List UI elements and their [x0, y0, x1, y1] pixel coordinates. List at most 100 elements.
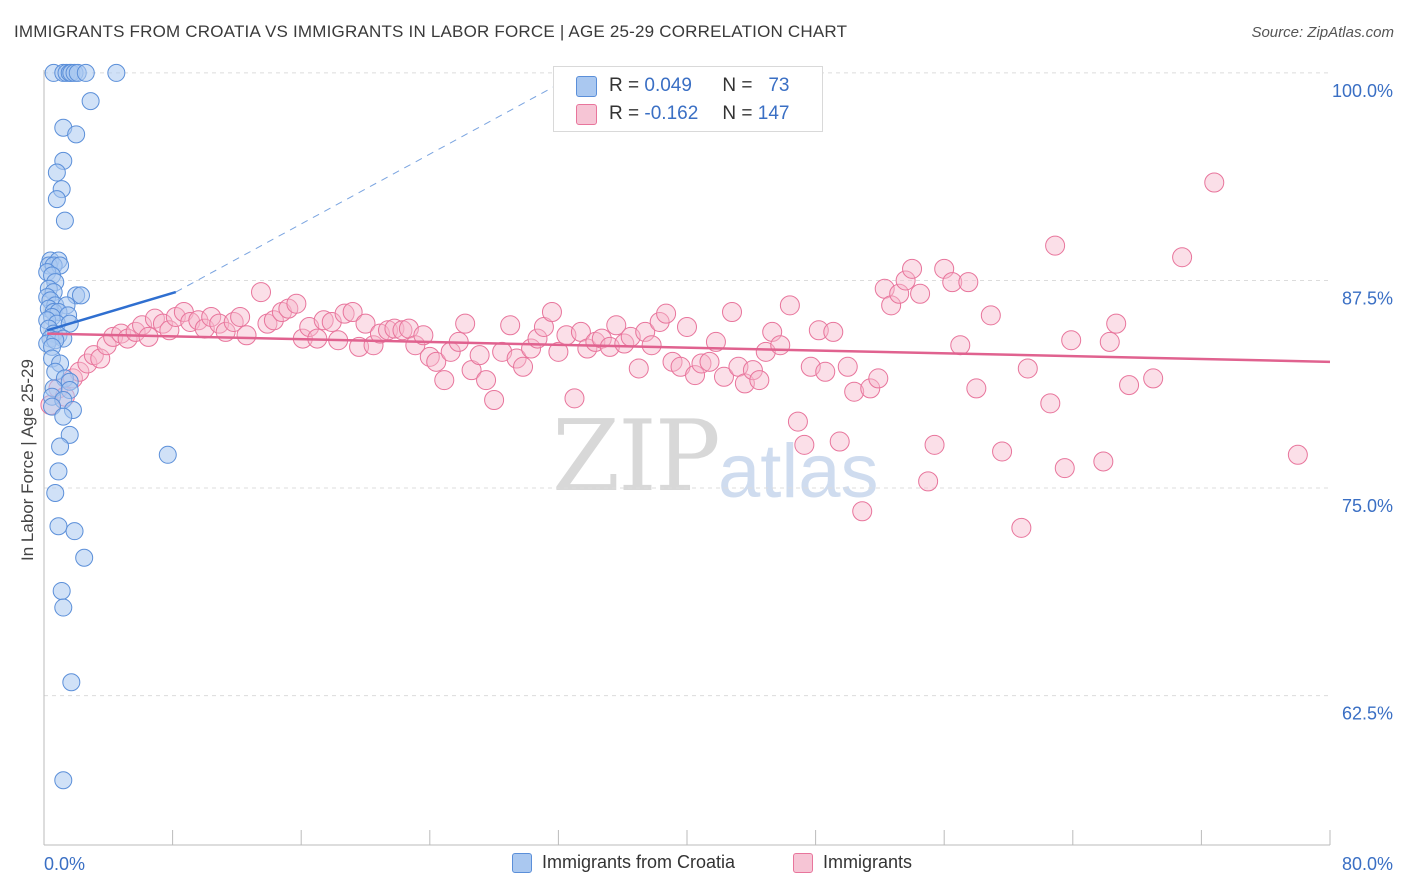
- croatia-point: [55, 211, 74, 230]
- immigrants-point: [966, 378, 987, 399]
- stats-r-value: -0.162: [644, 103, 699, 124]
- stats-row-immigrants: R = -0.162 N = 147: [576, 101, 789, 127]
- x-tick-label: 80.0%: [1342, 854, 1393, 874]
- immigrants-point: [815, 361, 836, 382]
- immigrants-point: [513, 356, 534, 377]
- immigrants-point: [958, 272, 979, 293]
- immigrants-point: [1172, 247, 1193, 268]
- immigrants-point: [889, 283, 910, 304]
- y-axis-label: In Labor Force | Age 25-29: [18, 359, 37, 561]
- immigrants-point: [924, 434, 945, 455]
- immigrants-point: [342, 302, 363, 323]
- immigrants-point: [1204, 172, 1225, 193]
- legend-item-croatia: Immigrants from Croatia: [512, 852, 735, 873]
- immigrants-point: [881, 295, 902, 316]
- immigrants-point: [980, 305, 1001, 326]
- immigrants-point: [392, 320, 413, 341]
- immigrants-point: [230, 306, 251, 327]
- stats-n-label: N =: [722, 75, 753, 96]
- immigrants-point: [541, 302, 562, 323]
- immigrants-point: [779, 295, 800, 316]
- immigrants-point: [722, 302, 743, 323]
- immigrants-point: [1143, 368, 1164, 389]
- immigrants-point: [1045, 235, 1066, 256]
- immigrants-point: [852, 501, 873, 522]
- croatia-point: [51, 437, 70, 456]
- legend-label-immigrants: Immigrants: [823, 852, 913, 872]
- immigrants-point: [1287, 444, 1308, 465]
- source-note: Source: ZipAtlas.com: [1251, 24, 1394, 41]
- immigrants-point: [606, 315, 627, 336]
- croatia-trend-line: [46, 290, 177, 332]
- immigrants-point: [236, 325, 257, 346]
- immigrants-point: [823, 321, 844, 342]
- croatia-point: [67, 125, 86, 144]
- series-legend: Immigrants from Croatia Immigrants: [0, 852, 1406, 878]
- y-tick-label: 75.0%: [1342, 496, 1393, 516]
- immigrants-point: [942, 272, 963, 293]
- immigrants-point: [1119, 375, 1140, 396]
- immigrants-point: [770, 335, 791, 356]
- legend-swatch-croatia: [512, 852, 532, 873]
- immigrants-point: [201, 306, 222, 327]
- y-tick-label: 87.5%: [1342, 288, 1393, 308]
- croatia-point: [76, 63, 95, 82]
- immigrants-point: [1106, 313, 1127, 334]
- immigrants-point: [313, 310, 334, 331]
- watermark-zip: ZIP: [552, 400, 721, 514]
- x-tick-label: 0.0%: [44, 854, 85, 874]
- immigrants-point: [628, 358, 649, 379]
- immigrants-point: [705, 331, 726, 352]
- immigrants-point: [860, 378, 881, 399]
- croatia-point: [54, 598, 73, 617]
- immigrants-point: [355, 313, 376, 334]
- immigrants-point: [103, 326, 124, 347]
- stats-legend: R = 0.049 N = 73 R = -0.162 N = 147: [553, 66, 823, 132]
- immigrants-point: [90, 348, 111, 369]
- immigrants-point: [685, 365, 706, 386]
- immigrants-point: [787, 411, 808, 432]
- stats-swatch-immigrants: [576, 103, 597, 125]
- immigrants-point: [749, 370, 770, 391]
- immigrants-point: [794, 434, 815, 455]
- immigrants-point: [829, 431, 850, 452]
- immigrants-point: [1093, 451, 1114, 472]
- immigrants-point: [413, 325, 434, 346]
- croatia-point: [107, 63, 126, 82]
- immigrants-point: [455, 313, 476, 334]
- croatia-point: [75, 548, 94, 567]
- stats-n-value: 73: [768, 75, 790, 96]
- immigrants-point: [591, 328, 612, 349]
- immigrants-point: [837, 356, 858, 377]
- croatia-point: [47, 190, 66, 209]
- immigrants-point: [500, 315, 521, 336]
- croatia-point: [49, 462, 68, 481]
- croatia-point: [47, 163, 66, 182]
- croatia-point: [43, 397, 62, 416]
- immigrants-point: [286, 293, 307, 314]
- immigrants-point: [868, 368, 889, 389]
- legend-swatch-immigrants: [793, 852, 813, 873]
- immigrants-point: [434, 370, 455, 391]
- immigrants-point: [691, 353, 712, 374]
- stats-swatch-croatia: [576, 75, 597, 97]
- immigrants-point: [209, 313, 230, 334]
- immigrants-point: [257, 313, 278, 334]
- immigrants-point: [950, 335, 971, 356]
- immigrants-point: [263, 310, 284, 331]
- immigrants-point: [902, 258, 923, 279]
- croatia-point: [46, 483, 65, 502]
- immigrants-point: [117, 328, 138, 349]
- immigrants-point: [188, 310, 209, 331]
- croatia-point: [62, 673, 81, 692]
- stats-row-croatia: R = 0.049 N = 73: [576, 73, 789, 99]
- immigrants-point: [713, 366, 734, 387]
- croatia-point: [71, 286, 90, 305]
- stats-n-label: N =: [722, 103, 753, 124]
- immigrants-point: [378, 320, 399, 341]
- immigrants-point: [641, 335, 662, 356]
- immigrants-point: [469, 345, 490, 366]
- immigrants-point: [677, 316, 697, 337]
- immigrants-point: [384, 318, 405, 339]
